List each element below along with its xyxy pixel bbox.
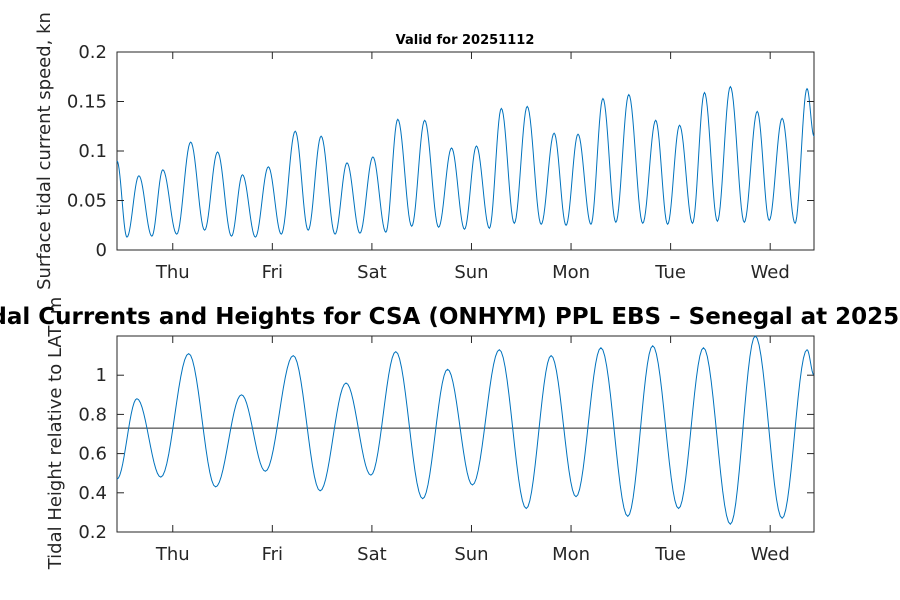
tidal-height-xtick-label: Sat [357,544,387,565]
tidal-height-ytick-label: 0.4 [78,483,107,504]
current-speed-xtick-label: Sun [454,262,488,283]
tidal-height-axes: 0.2 0.4 0.6 0.8 1 Thu Fri Sat Sun Mon Tue Wed Tida… [45,297,815,571]
tidal-height-ytick-label: 0.8 [78,404,107,425]
tidal-height-ytick-label: 0.2 [78,522,107,543]
current-speed-ytick-label: 0 [96,240,107,261]
tidal-height-xtick-label: Mon [552,544,590,565]
current-speed-series-line [116,85,815,238]
tidal-height-series-line [116,335,815,525]
current-speed-plot-area [116,51,815,251]
tidal-height-xtick-label: Wed [751,544,790,565]
current-speed-xtick-label: Sat [357,262,387,283]
current-speed-ytick-label: 0.05 [67,191,107,212]
current-speed-axes: 0 0.05 0.1 0.15 0.2 Thu Fri Sat Sun Mon Tue Wed Va… [34,12,815,290]
current-speed-xtick-label: Fri [262,262,283,283]
tidal-height-xtick-label: Fri [262,544,283,565]
tidal-height-xtick-label: Tue [654,544,686,565]
tidal-height-ytick-label: 1 [96,365,107,386]
current-speed-ytick-label: 0.2 [78,42,107,63]
tidal-height-xtick-label: Sun [454,544,488,565]
current-speed-y-label: Surface tidal current speed, kn [34,12,55,290]
current-speed-ytick-label: 0.1 [78,141,107,162]
figure-main-title: Tidal Currents and Heights for CSA (ONHY… [0,304,900,330]
tidal-height-y-label: Tidal Height relative to LAT, m [45,297,66,571]
current-speed-xtick-label: Wed [751,262,790,283]
current-speed-xtick-label: Tue [654,262,686,283]
tidal-height-ytick-label: 0.6 [78,444,107,465]
current-speed-title: Valid for 20251112 [396,33,535,48]
current-speed-xtick-label: Thu [155,262,190,283]
current-speed-xtick-label: Mon [552,262,590,283]
current-speed-ytick-label: 0.15 [67,92,107,113]
tidal-height-xtick-label: Thu [155,544,190,565]
